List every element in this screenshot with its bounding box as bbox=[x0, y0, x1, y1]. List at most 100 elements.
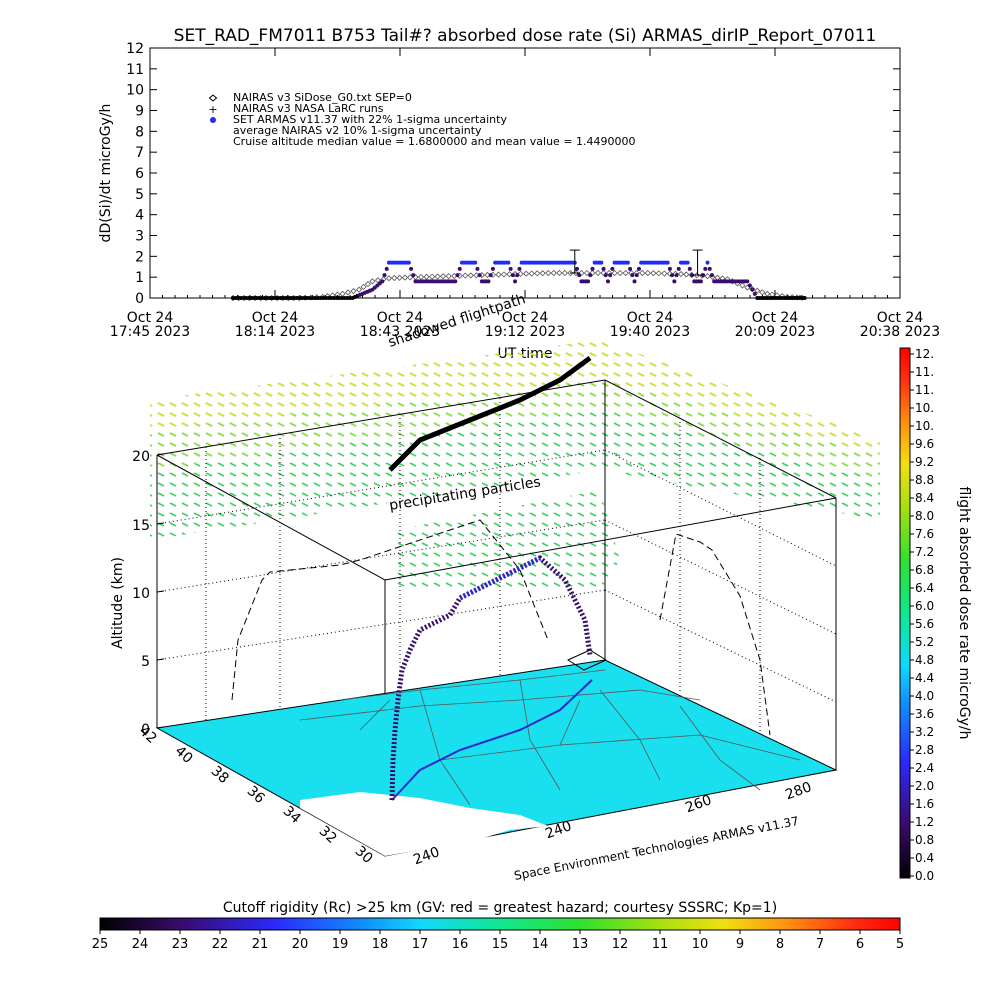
x-tick-label: Oct 24 bbox=[502, 310, 549, 326]
colorbar-tick-label: 11. bbox=[915, 365, 934, 379]
legend-marker-diamond bbox=[208, 94, 218, 102]
colorbar-tick-label: 16 bbox=[452, 937, 469, 952]
nairas-point bbox=[462, 272, 469, 279]
armas-point bbox=[667, 266, 672, 271]
armas-point bbox=[625, 260, 630, 265]
x-tick-label: 20:09 2023 bbox=[735, 324, 815, 340]
nairas-point bbox=[556, 269, 563, 277]
nairas-point bbox=[677, 270, 685, 278]
armas-point bbox=[601, 266, 606, 271]
y-tick-label: 10 bbox=[126, 83, 144, 99]
colorbar-tick-label: 18 bbox=[372, 937, 389, 952]
nairas-point bbox=[369, 278, 376, 285]
x-tick-label: Oct 24 bbox=[627, 310, 674, 326]
nairas-point bbox=[506, 271, 513, 278]
nairas-point bbox=[356, 286, 363, 293]
armas-point bbox=[670, 273, 675, 278]
nairas-point bbox=[445, 273, 452, 280]
armas-point bbox=[636, 266, 641, 271]
y-tick-label: 4 bbox=[135, 208, 144, 224]
armas-point bbox=[703, 266, 708, 271]
nairas-point bbox=[523, 270, 530, 277]
armas-point bbox=[588, 273, 593, 278]
nairas-point bbox=[759, 289, 766, 296]
legend-entry: NAIRAS v3 NASA LaRC runs bbox=[233, 102, 384, 115]
armas-point bbox=[701, 273, 706, 278]
z-tick-mark bbox=[156, 590, 165, 593]
armas-point bbox=[577, 273, 582, 278]
colorbar-tick-label: 6 bbox=[856, 937, 864, 952]
x-tick-label: 19:12 2023 bbox=[485, 324, 565, 340]
armas-point bbox=[515, 273, 520, 278]
nairas-point bbox=[650, 270, 657, 277]
legend-marker-plus: + bbox=[208, 103, 217, 116]
colorbar-tick-label: 5.2 bbox=[915, 635, 934, 649]
colorbar-tick-label: 3.6 bbox=[915, 707, 934, 721]
colorbar-tick-label: 6.4 bbox=[915, 581, 934, 595]
colorbar-tick-label: 8.0 bbox=[915, 509, 934, 523]
armas-point bbox=[630, 273, 635, 278]
x-tick-label: Oct 24 bbox=[127, 310, 174, 326]
colorbar-tick-label: 8 bbox=[776, 937, 784, 952]
armas-point bbox=[411, 273, 416, 278]
y-tick-label: 5 bbox=[135, 187, 144, 203]
flight-altitude-path-cruise bbox=[458, 555, 542, 601]
particle-field-core bbox=[395, 490, 620, 590]
lat-tick-label: 42 bbox=[136, 723, 160, 747]
nairas-point bbox=[600, 269, 607, 277]
nairas-point bbox=[589, 269, 596, 277]
x-tick-label: 20:38 2023 bbox=[860, 324, 940, 340]
armas-point bbox=[698, 279, 703, 284]
nairas-point bbox=[754, 287, 761, 294]
z-tick-label: 10 bbox=[132, 586, 150, 602]
colorbar-tick-label: 1.2 bbox=[915, 815, 934, 829]
armas-point bbox=[685, 260, 690, 265]
y-tick-label: 11 bbox=[126, 62, 144, 78]
nairas-point bbox=[396, 274, 403, 281]
colorbar-tick-label: 11 bbox=[652, 937, 669, 952]
colorbar-label: Cutoff rigidity (Rc) >25 km (GV: red = g… bbox=[223, 900, 777, 916]
legend: NAIRAS v3 SiDose_G0.txt SEP=0 + NAIRAS v3 … bbox=[208, 91, 635, 148]
armas-point bbox=[705, 260, 710, 265]
nairas-point bbox=[391, 274, 398, 282]
armas-point bbox=[488, 273, 493, 278]
nairas-point bbox=[578, 269, 585, 277]
nairas-point bbox=[655, 270, 662, 277]
colorbar-tick-label: 6.8 bbox=[915, 563, 934, 577]
armas-point bbox=[513, 279, 518, 284]
y-tick-label: 2 bbox=[135, 249, 144, 265]
colorbar-tick-label: 12. bbox=[915, 347, 934, 361]
armas-point bbox=[406, 260, 411, 265]
armas-point bbox=[453, 279, 458, 284]
armas-point bbox=[517, 266, 522, 271]
y-tick-label: 3 bbox=[135, 229, 144, 245]
nairas-point bbox=[495, 271, 502, 278]
x-tick-label: Oct 24 bbox=[752, 310, 799, 326]
nairas-point bbox=[467, 272, 474, 279]
colorbar-tick-label: 2.0 bbox=[915, 779, 934, 793]
nairas-point bbox=[401, 274, 408, 281]
armas-point bbox=[409, 266, 414, 271]
armas-point bbox=[457, 266, 462, 271]
colorbar-tick-label: 7 bbox=[816, 937, 824, 952]
colorbar-tick-label: 24 bbox=[132, 937, 149, 952]
y-tick-label: 6 bbox=[135, 166, 144, 182]
colorbar-tick-label: 0.4 bbox=[915, 851, 934, 865]
armas-point bbox=[473, 260, 478, 265]
x-tick-label: 19:40 2023 bbox=[610, 324, 690, 340]
shadow-outline bbox=[659, 533, 771, 736]
x-tick-label: 18:14 2023 bbox=[235, 324, 315, 340]
legend-entry: NAIRAS v3 SiDose_G0.txt SEP=0 bbox=[233, 91, 412, 104]
armas-point bbox=[384, 266, 389, 271]
armas-point bbox=[628, 266, 633, 271]
nairas-point bbox=[644, 269, 651, 277]
box-edge bbox=[384, 497, 837, 581]
colorbar-tick-label: 4.0 bbox=[915, 689, 934, 703]
armas-point bbox=[802, 296, 807, 300]
shadow-outline bbox=[231, 519, 549, 701]
colorbar-tick-label: 4.4 bbox=[915, 671, 934, 685]
armas-point bbox=[477, 273, 482, 278]
nairas-point bbox=[407, 274, 414, 281]
destination-marker bbox=[566, 649, 608, 671]
